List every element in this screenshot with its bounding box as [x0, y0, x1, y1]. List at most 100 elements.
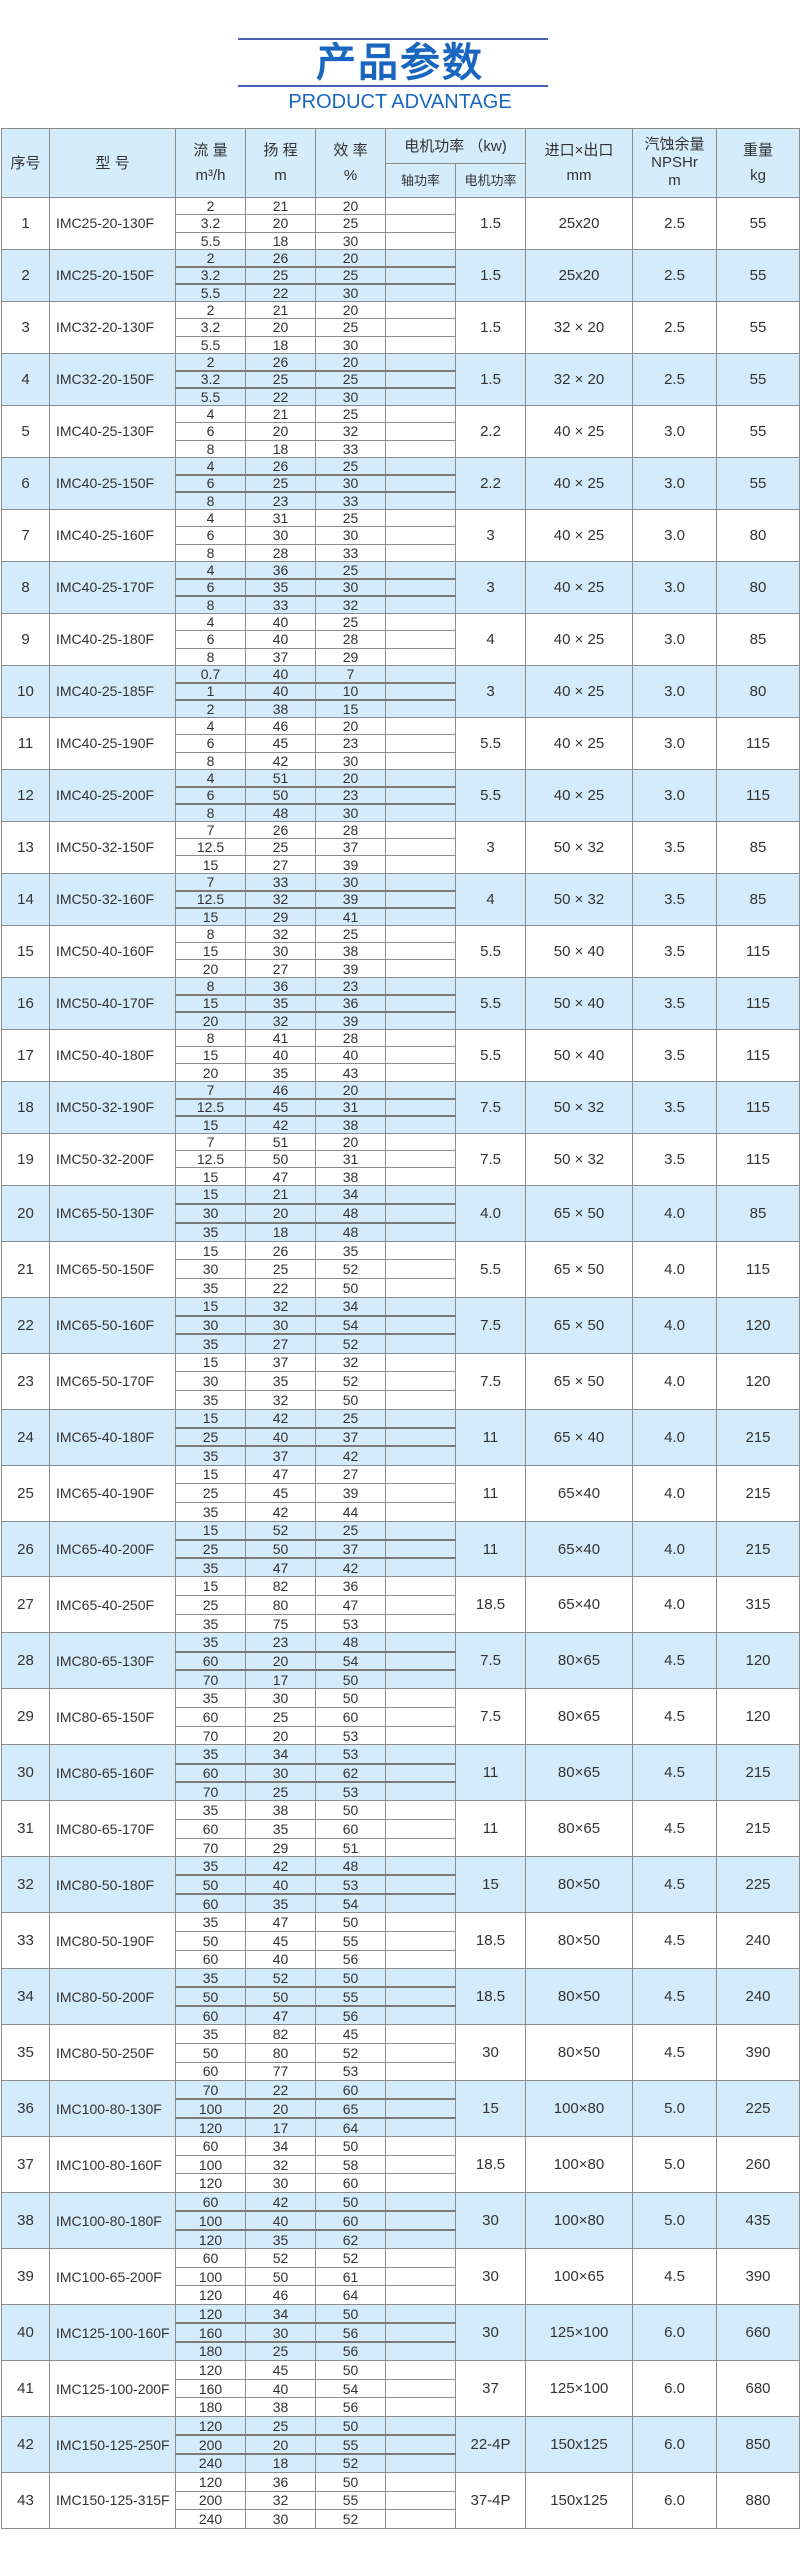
head-cell: 30	[245, 1763, 316, 1784]
table-row: 30 30 54	[2, 1315, 800, 1336]
shaft-power-cell	[385, 1632, 456, 1653]
shaft-power-cell	[385, 543, 456, 562]
flow-label: 流 量	[193, 142, 228, 159]
model-cell: IMC40-25-200F	[49, 768, 176, 822]
efficiency-cell: 48	[315, 1203, 386, 1224]
head-cell: 50	[245, 786, 316, 806]
weight-cell: 115	[716, 1240, 800, 1298]
efficiency-cell: 56	[315, 1949, 386, 1970]
weight-cell: 55	[716, 197, 800, 250]
npsh-cell: 3.5	[632, 1132, 717, 1186]
shaft-power-cell	[385, 976, 456, 996]
shaft-power-cell	[385, 2229, 456, 2250]
row-number: 41	[1, 2360, 50, 2418]
efficiency-cell: 39	[315, 855, 386, 874]
shaft-power-cell	[385, 1800, 456, 1821]
efficiency-cell: 42	[315, 1445, 386, 1466]
weight-cell: 680	[716, 2360, 800, 2418]
row-number: 7	[1, 508, 50, 562]
table-row: 1 IMC25-20-130F 2 21 20 1.5 25x20 2.5 55	[1, 196, 800, 250]
shaft-power-cell	[385, 734, 456, 753]
flow-cell: 4	[175, 716, 246, 736]
table-row: 12.5 50 31	[2, 1150, 800, 1169]
flow-cell: 35	[175, 1856, 246, 1877]
npsh-cell: 3.0	[632, 716, 717, 770]
npsh-cell: 4.0	[632, 1464, 717, 1522]
row-number: 8	[1, 560, 50, 614]
shaft-power-cell	[385, 196, 456, 216]
flow-cell: 60	[175, 1819, 246, 1839]
shaft-power-cell	[385, 1464, 456, 1485]
head-cell: 18	[245, 1222, 316, 1242]
head-cell: 26	[245, 820, 316, 840]
shaft-power-cell	[385, 283, 456, 302]
table-row: 5.5 22 30	[2, 387, 800, 406]
table-row: 10 IMC40-25-185F 0.7 40 7 3 40 × 25 3.0 80	[1, 664, 800, 718]
ports-cell: 65×40	[525, 1520, 633, 1578]
efficiency-cell: 62	[315, 2229, 386, 2250]
flow-cell: 8	[175, 439, 246, 458]
efficiency-cell: 58	[315, 2154, 386, 2175]
weight-cell: 215	[716, 1520, 800, 1578]
efficiency-cell: 40	[315, 1046, 386, 1065]
eff-unit: %	[343, 167, 358, 184]
table-row: 8 42 30	[2, 751, 800, 770]
table-row: 160 30 56	[2, 2322, 800, 2343]
model-cell: IMC50-40-170F	[49, 976, 176, 1030]
row-number: 31	[1, 1800, 50, 1858]
efficiency-cell: 30	[315, 803, 386, 822]
shaft-power-cell	[385, 266, 456, 286]
efficiency-cell: 35	[315, 1240, 386, 1261]
table-row: 16 IMC50-40-170F 8 36 23 5.5 50 × 40 3.5 115	[1, 976, 800, 1030]
weight-cell: 55	[716, 404, 800, 458]
table-row: 180 25 56	[2, 2341, 800, 2362]
shaft-power-cell	[385, 491, 456, 510]
shaft-power-cell	[385, 370, 456, 390]
head-cell: 20	[245, 2098, 316, 2119]
head-cell: 17	[245, 1669, 316, 1690]
head-cell: 41	[245, 1028, 316, 1048]
model-cell: IMC65-40-200F	[49, 1520, 176, 1578]
efficiency-cell: 15	[315, 699, 386, 718]
weight-cell: 115	[716, 1080, 800, 1134]
shaft-power-cell	[385, 890, 456, 909]
head-cell: 18	[245, 231, 316, 250]
flow-cell: 3.2	[175, 370, 246, 390]
shaft-power-cell	[385, 2471, 456, 2492]
table-row: 38 IMC100-80-180F 60 42 50 30 100×80 5.0 435	[1, 2192, 800, 2250]
table-row: 2 38 15	[2, 699, 800, 718]
head-cell: 45	[245, 2360, 316, 2380]
efficiency-cell: 52	[315, 2453, 386, 2473]
efficiency-cell: 25	[315, 370, 386, 390]
efficiency-cell: 34	[315, 1296, 386, 1317]
flow-cell: 7	[175, 1080, 246, 1100]
flow-cell: 0.7	[175, 664, 246, 684]
head-cell: 30	[245, 2509, 316, 2529]
shaft-power-cell	[385, 2322, 456, 2343]
head-cell: 50	[245, 1986, 316, 2008]
head-cell: 20	[245, 1651, 316, 1672]
head-cell: 26	[245, 1240, 316, 1261]
head-cell: 20	[245, 1725, 316, 1746]
shaft-power-cell	[385, 318, 456, 337]
table-row: 8 23 33	[2, 491, 800, 510]
head-cell: 47	[245, 1557, 316, 1578]
shaft-power-cell	[385, 768, 456, 788]
efficiency-cell: 30	[315, 335, 386, 354]
head-cell: 25	[245, 1781, 316, 1802]
table-row: 22 IMC65-50-160F 15 32 34 7.5 65 × 50 4.0 120	[1, 1296, 800, 1354]
shaft-power-cell	[385, 2136, 456, 2156]
table-row: 32 IMC80-50-180F 35 42 48 15 80×50 4.5 225	[1, 1856, 800, 1914]
shaft-power-cell	[385, 560, 456, 580]
flow-cell: 2	[175, 248, 246, 268]
efficiency-cell: 39	[315, 1011, 386, 1030]
flow-cell: 35	[175, 1800, 246, 1821]
head-cell: 22	[245, 2080, 316, 2101]
motor-power-cell: 7.5	[455, 1296, 526, 1354]
flow-cell: 25	[175, 1539, 246, 1560]
npsh-sub: NPSHr	[651, 154, 698, 171]
weight-cell: 880	[716, 2471, 800, 2529]
efficiency-cell: 25	[315, 508, 386, 528]
shaft-power-cell	[385, 352, 456, 372]
npsh-cell: 4.5	[632, 1632, 717, 1690]
